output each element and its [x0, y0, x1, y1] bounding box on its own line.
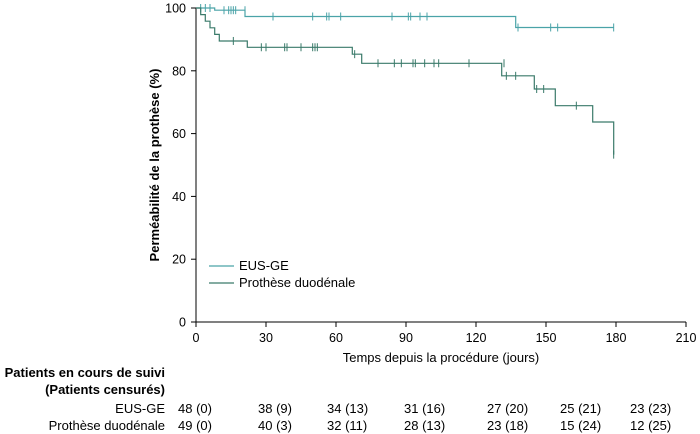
risk-row-label-prothese-duodenale: Prothèse duodénale — [49, 418, 165, 433]
legend: EUS-GE Prothèse duodénale — [209, 258, 355, 290]
risk-cell: 12 (25) — [630, 418, 671, 433]
risk-cell: 40 (3) — [258, 418, 292, 433]
y-axis-title: Perméabilité de la prothèse (%) — [147, 69, 162, 262]
risk-cell: 38 (9) — [258, 401, 292, 416]
x-tick-label: 90 — [399, 331, 413, 345]
x-tick-label: 180 — [606, 331, 627, 345]
x-axis-title: Temps depuis la procédure (jours) — [343, 350, 540, 365]
legend-label-eus-ge: EUS-GE — [239, 258, 289, 273]
risk-cell: 49 (0) — [178, 418, 212, 433]
risk-table: Patients en cours de suivi (Patients cen… — [5, 365, 672, 433]
x-tick-label: 30 — [259, 331, 273, 345]
risk-cell: 34 (13) — [327, 401, 368, 416]
x-tick-label: 210 — [676, 331, 697, 345]
y-tick-label: 40 — [172, 190, 186, 204]
risk-cell: 27 (20) — [487, 401, 528, 416]
risk-cell: 31 (16) — [404, 401, 445, 416]
risk-row-label-eus-ge: EUS-GE — [115, 401, 165, 416]
y-tick-label: 0 — [179, 316, 186, 330]
risk-cell: 23 (23) — [630, 401, 671, 416]
x-tick-label: 60 — [329, 331, 343, 345]
x-tick-label: 150 — [536, 331, 557, 345]
y-tick-label: 80 — [172, 64, 186, 78]
risk-cells: 48 (0) 38 (9) 34 (13) 31 (16) 27 (20) 25 (21)… — [178, 401, 671, 433]
risk-table-title-line1: Patients en cours de suivi — [5, 365, 165, 380]
x-tick-label: 120 — [466, 331, 487, 345]
y-tick-label: 60 — [172, 127, 186, 141]
axes: 0 30 60 90 120 150 180 210 0 20 40 60 80 100 — [165, 2, 696, 346]
risk-cell: 15 (24) — [560, 418, 601, 433]
series-line-prothese-duodenale — [196, 7, 615, 155]
x-tick-label: 0 — [193, 331, 200, 345]
y-tick-label: 20 — [172, 253, 186, 267]
series-line-eus-ge — [196, 7, 614, 29]
risk-cell: 48 (0) — [178, 401, 212, 416]
series-layer — [196, 4, 615, 159]
risk-cell: 25 (21) — [560, 401, 601, 416]
y-tick-label: 100 — [165, 2, 186, 16]
risk-table-title-line2: (Patients censurés) — [45, 382, 165, 397]
risk-cell: 32 (11) — [327, 418, 367, 433]
risk-cell: 23 (18) — [487, 418, 528, 433]
legend-label-prothese-duodenale: Prothèse duodénale — [239, 275, 355, 290]
risk-cell: 28 (13) — [404, 418, 445, 433]
